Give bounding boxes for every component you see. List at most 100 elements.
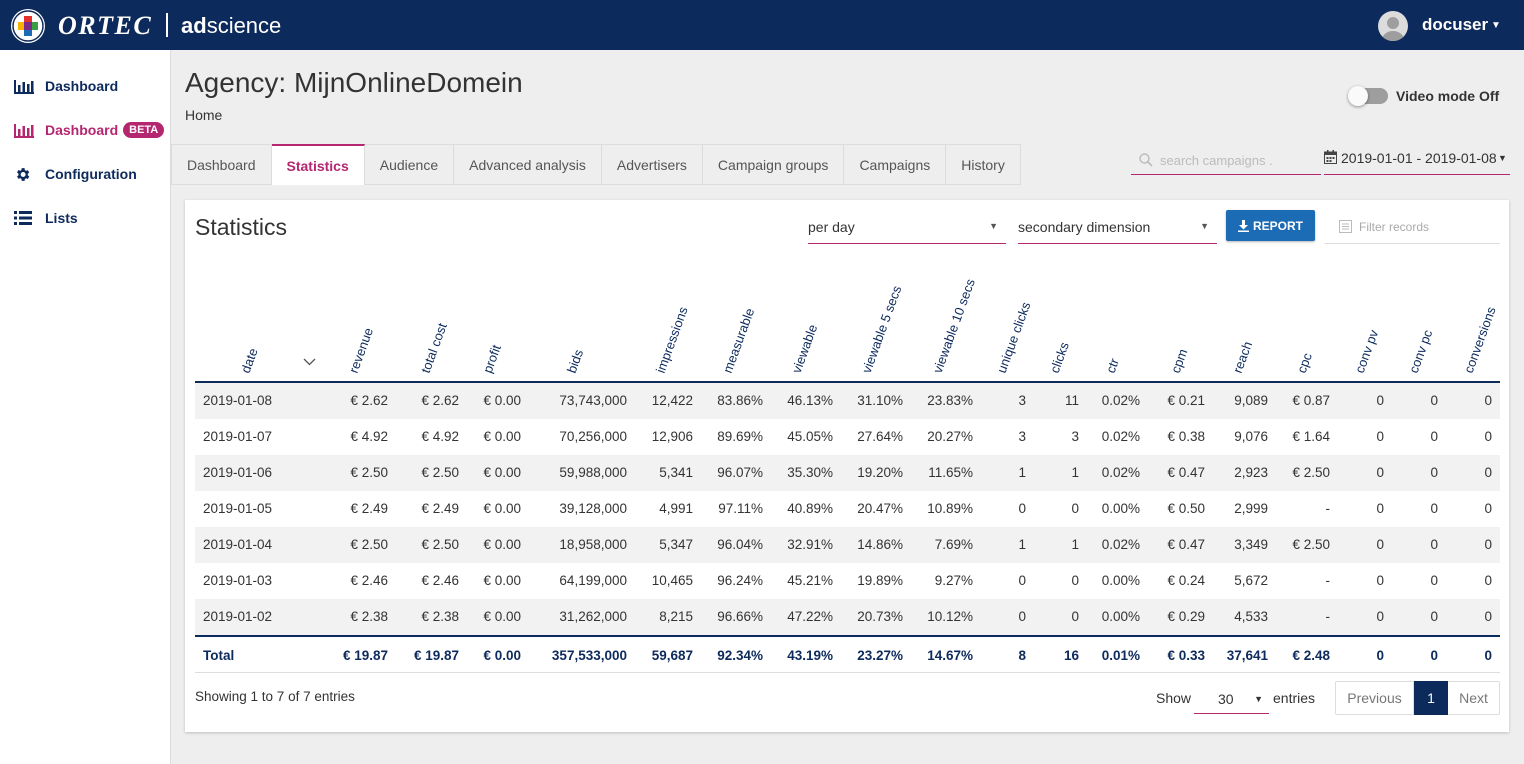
column-header-cpm[interactable]: cpm [1167, 346, 1191, 375]
cell-clicks: 1 [1071, 537, 1079, 552]
column-header-revenue[interactable]: revenue [345, 325, 377, 375]
tab-advertisers[interactable]: Advertisers [601, 144, 703, 185]
cell-cpc: € 2.50 [1292, 465, 1330, 480]
beta-badge: BETA [123, 122, 165, 138]
cell-conv-pv: 0 [1376, 648, 1384, 663]
column-header-clicks[interactable]: clicks [1046, 340, 1072, 375]
table-row[interactable]: 2019-01-03 € 2.46 € 2.46 € 0.00 64,199,000 10… [195, 563, 1500, 599]
list-icon [14, 211, 36, 225]
sidebar-item-dashboard-beta[interactable]: Dashboard BETA [0, 108, 170, 152]
cell-viewable: 40.89% [787, 501, 833, 516]
column-header-ctr[interactable]: ctr [1102, 356, 1122, 375]
user-avatar-icon[interactable] [1378, 11, 1408, 41]
column-header-viewable-10-secs[interactable]: viewable 10 secs [929, 276, 978, 375]
cell-unique-clicks: 0 [1018, 573, 1026, 588]
tab-statistics[interactable]: Statistics [271, 144, 365, 185]
report-button[interactable]: REPORT [1226, 210, 1315, 241]
column-header-conversions[interactable]: conversions [1460, 304, 1499, 375]
cell-impressions: 8,215 [659, 609, 693, 624]
date-range-picker[interactable]: 2019-01-01 - 2019-01-08 ▼ [1324, 146, 1510, 175]
sort-chevron-down-icon[interactable] [303, 353, 316, 369]
column-header-measurable[interactable]: measurable [719, 306, 758, 375]
sidebar-item-configuration[interactable]: Configuration [0, 152, 170, 196]
page-size-select[interactable]: 30 ▼ [1194, 684, 1269, 714]
statistics-table: date revenue total cost profit bids impressio… [195, 260, 1500, 673]
column-header-conv-pv[interactable]: conv pv [1351, 327, 1382, 375]
cell-conversions: 0 [1484, 465, 1492, 480]
cell-conversions: 0 [1484, 429, 1492, 444]
cell-profit: € 0.00 [483, 609, 521, 624]
column-header-reach[interactable]: reach [1229, 339, 1256, 375]
cell-cpm: € 0.29 [1167, 609, 1205, 624]
tab-campaigns[interactable]: Campaigns [844, 144, 947, 185]
cell-reach: 3,349 [1234, 537, 1268, 552]
cell-conversions: 0 [1484, 573, 1492, 588]
column-header-cpc[interactable]: cpc [1293, 350, 1315, 375]
cell-viewable-10-secs: 20.27% [927, 429, 973, 444]
cell-impressions: 5,341 [659, 465, 693, 480]
cell-date: 2019-01-03 [203, 573, 273, 588]
tab-advanced-analysis[interactable]: Advanced analysis [454, 144, 602, 185]
user-menu-caret-icon[interactable]: ▼ [1491, 20, 1501, 31]
brand-product: adscience [181, 13, 281, 39]
tab-dashboard[interactable]: Dashboard [171, 144, 272, 185]
column-header-date[interactable]: date [237, 346, 261, 375]
cell-viewable: 32.91% [787, 537, 833, 552]
showing-entries-text: Showing 1 to 7 of 7 entries [195, 689, 355, 704]
cell-measurable: 96.24% [717, 573, 763, 588]
tab-campaign-groups[interactable]: Campaign groups [702, 144, 845, 185]
cell-unique-clicks: 1 [1018, 537, 1026, 552]
cell-viewable-10-secs: 23.83% [927, 393, 973, 408]
cell-impressions: 12,422 [651, 393, 693, 408]
report-button-label: REPORT [1252, 218, 1303, 233]
breadcrumb[interactable]: Home [185, 107, 223, 123]
table-row[interactable]: 2019-01-02 € 2.38 € 2.38 € 0.00 31,262,000 8,… [195, 599, 1500, 635]
cell-impressions: 59,687 [651, 648, 693, 663]
cell-cpm: € 0.38 [1167, 429, 1205, 444]
cell-ctr: 0.02% [1101, 465, 1140, 480]
cell-measurable: 97.11% [718, 501, 763, 516]
table-row[interactable]: 2019-01-07 € 4.92 € 4.92 € 0.00 70,256,000 12… [195, 419, 1500, 455]
cell-conv-pv: 0 [1376, 393, 1384, 408]
cell-conversions: 0 [1484, 501, 1492, 516]
sidebar-item-lists[interactable]: Lists [0, 196, 170, 240]
secondary-dimension-select[interactable]: secondary dimension ▼ [1018, 210, 1217, 244]
column-header-bids[interactable]: bids [563, 347, 587, 375]
search-input[interactable] [1160, 149, 1315, 171]
filter-icon [1339, 220, 1352, 236]
page-1-button[interactable]: 1 [1414, 681, 1448, 715]
cell-unique-clicks: 3 [1018, 429, 1026, 444]
cell-measurable: 96.04% [717, 537, 763, 552]
column-header-profit[interactable]: profit [479, 342, 504, 375]
sidebar-item-label: Dashboard [45, 78, 119, 94]
cell-clicks: 0 [1071, 573, 1079, 588]
column-header-impressions[interactable]: impressions [652, 304, 691, 375]
cell-total-cost: € 2.50 [421, 465, 459, 480]
column-header-viewable[interactable]: viewable [788, 322, 821, 375]
column-header-conv-pc[interactable]: conv pc [1405, 327, 1436, 375]
video-mode-toggle[interactable] [1348, 86, 1388, 106]
table-row[interactable]: 2019-01-05 € 2.49 € 2.49 € 0.00 39,128,000 4,… [195, 491, 1500, 527]
cell-measurable: 96.07% [717, 465, 763, 480]
table-row[interactable]: 2019-01-04 € 2.50 € 2.50 € 0.00 18,958,000 5,… [195, 527, 1500, 563]
next-page-button[interactable]: Next [1448, 681, 1500, 715]
cell-date: 2019-01-04 [203, 537, 273, 552]
tab-history[interactable]: History [946, 144, 1021, 185]
cell-bids: 73,743,000 [559, 393, 627, 408]
column-header-total-cost[interactable]: total cost [417, 320, 450, 375]
cell-ctr: 0.00% [1101, 609, 1140, 624]
column-header-unique-clicks[interactable]: unique clicks [993, 299, 1034, 375]
ortec-logo-icon[interactable] [11, 9, 45, 43]
cell-total-cost: € 19.87 [413, 648, 459, 663]
column-header-viewable-5-secs[interactable]: viewable 5 secs [858, 283, 905, 375]
filter-input[interactable] [1359, 218, 1494, 236]
entries-label: entries [1273, 690, 1316, 706]
sidebar-item-dashboard[interactable]: Dashboard [0, 64, 170, 108]
previous-page-button[interactable]: Previous [1335, 681, 1414, 715]
table-row[interactable]: 2019-01-08 € 2.62 € 2.62 € 0.00 73,743,000 12… [195, 383, 1500, 419]
filter-records [1325, 210, 1500, 244]
tab-audience[interactable]: Audience [364, 144, 455, 185]
table-row[interactable]: 2019-01-06 € 2.50 € 2.50 € 0.00 59,988,000 5,… [195, 455, 1500, 491]
period-select[interactable]: per day ▼ [808, 210, 1006, 244]
user-menu-name[interactable]: docuser [1422, 15, 1489, 34]
